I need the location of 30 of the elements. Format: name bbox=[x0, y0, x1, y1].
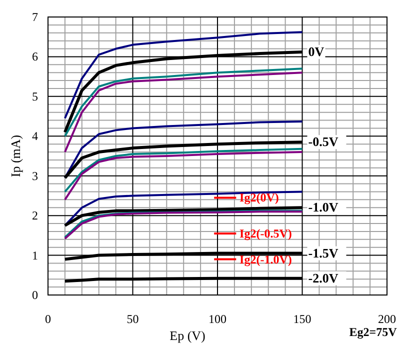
line-series bbox=[64, 31, 304, 120]
annotation: Ig2(-1.0V) bbox=[240, 252, 292, 266]
line-series bbox=[64, 72, 304, 154]
y-tick-label: 4 bbox=[32, 129, 38, 144]
y-tick-label: 0 bbox=[32, 288, 38, 302]
y-tick-label: 5 bbox=[32, 89, 38, 104]
x-tick-label: 150 bbox=[293, 312, 312, 326]
line-series bbox=[64, 148, 304, 193]
annotation: Ig2(-0.5V) bbox=[240, 226, 292, 240]
x-tick-label: 0 bbox=[45, 312, 51, 326]
x-tick-label: 50 bbox=[126, 312, 139, 326]
x-tick-label: 100 bbox=[208, 312, 226, 326]
series-label: -1.0V bbox=[308, 200, 339, 215]
series-label: -2.0V bbox=[308, 270, 339, 286]
series-label: 0V bbox=[308, 44, 325, 59]
line-series bbox=[64, 190, 304, 226]
series-label: -1.5V bbox=[308, 245, 339, 260]
line-series bbox=[64, 68, 304, 138]
y-tick-label: 1 bbox=[32, 248, 38, 262]
y-tick-label: 2 bbox=[32, 208, 38, 223]
y-tick-label: 7 bbox=[32, 10, 38, 24]
y-axis-title: Ip (mA) bbox=[8, 134, 23, 178]
text: Eg2=75V bbox=[349, 325, 398, 339]
x-axis-title: Ep (V) bbox=[170, 328, 206, 343]
y-tick-label: 6 bbox=[32, 50, 38, 64]
annotation: Ig2(0V) bbox=[240, 190, 279, 205]
series-label: -0.5V bbox=[308, 134, 339, 150]
line-series bbox=[64, 120, 304, 179]
y-tick-label: 3 bbox=[32, 168, 38, 183]
x-tick-label: 200 bbox=[378, 312, 396, 326]
